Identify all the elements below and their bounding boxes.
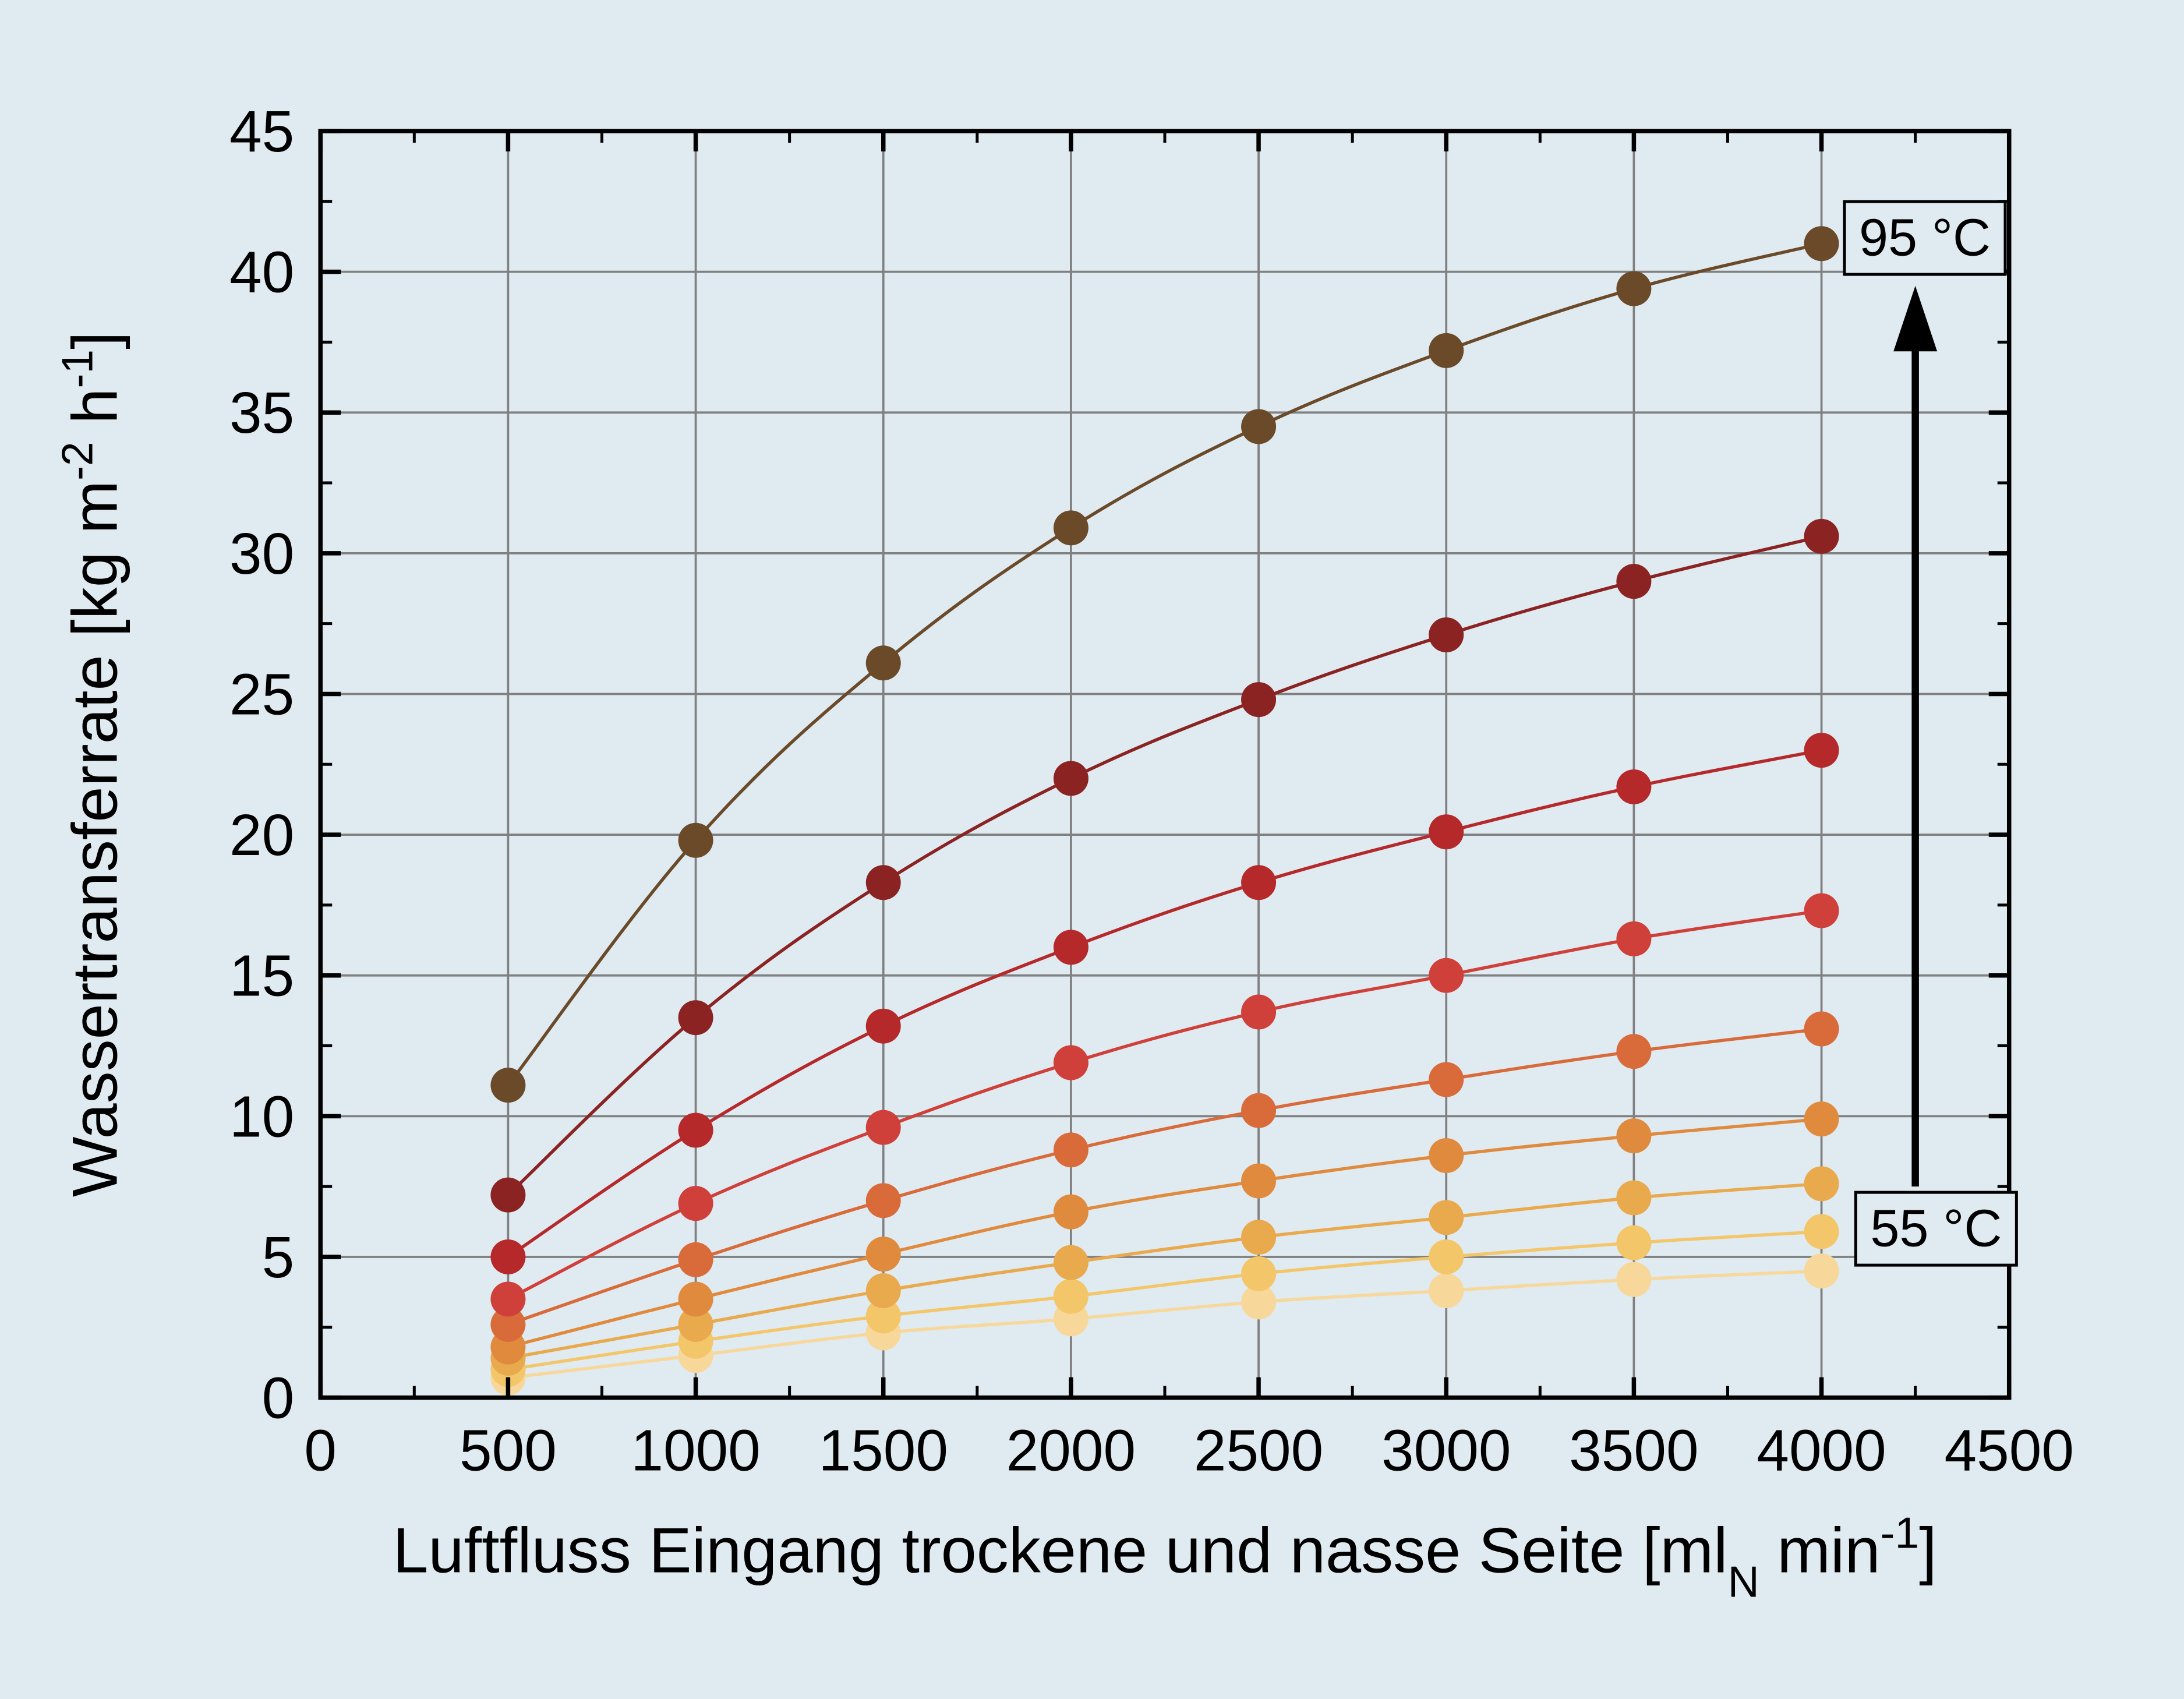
marker-85C [490,1239,525,1274]
marker-90C [678,1000,713,1035]
marker-90C [490,1178,525,1213]
xtick-label: 1000 [631,1418,760,1483]
marker-55C [1804,1253,1839,1288]
marker-65C [1616,1180,1651,1215]
marker-75C [1054,1132,1089,1167]
marker-75C [866,1183,901,1218]
xtick-label: 4000 [1757,1418,1886,1483]
ytick-label: 15 [229,944,294,1009]
ytick-label: 10 [229,1084,294,1149]
marker-90C [1616,564,1651,599]
marker-75C [1429,1062,1464,1097]
marker-85C [1616,769,1651,804]
marker-95C [1054,510,1089,545]
marker-75C [1804,1012,1839,1047]
marker-70C [1429,1138,1464,1173]
marker-90C [1429,617,1464,652]
marker-65C [866,1273,901,1308]
marker-80C [1054,1045,1089,1080]
marker-75C [1616,1034,1651,1069]
marker-90C [1804,519,1839,554]
marker-60C [1804,1214,1839,1249]
marker-95C [1241,409,1276,444]
marker-85C [678,1113,713,1148]
marker-85C [1804,733,1839,768]
chart: 0 500 1000 1500 2000 2500 3000 3500 4000 4500 0 5 10… [0,0,2184,1699]
xtick-label: 2000 [1006,1418,1136,1483]
marker-55C [1616,1262,1651,1297]
marker-75C [1241,1093,1276,1128]
ytick-label: 20 [229,803,294,868]
marker-70C [1054,1195,1089,1230]
xtick-label: 0 [304,1418,337,1483]
marker-60C [1241,1256,1276,1291]
xtick-label: 1500 [819,1418,948,1483]
ytick-label: 25 [229,662,294,727]
marker-65C [1429,1200,1464,1235]
xtick-label: 500 [460,1418,557,1483]
marker-80C [1429,958,1464,993]
xtick-label: 3000 [1381,1418,1511,1483]
marker-90C [1241,682,1276,717]
marker-75C [678,1242,713,1277]
ytick-label: 30 [229,521,294,587]
marker-55C [1429,1273,1464,1308]
marker-85C [1241,865,1276,900]
marker-95C [866,645,901,680]
temp-label-bottom: 55 °C [1870,1200,2002,1258]
xtick-label: 2500 [1194,1418,1323,1483]
marker-70C [678,1281,713,1316]
temp-label-top: 95 °C [1859,209,1991,267]
chart-wrapper: 0 500 1000 1500 2000 2500 3000 3500 4000 4500 0 5 10… [0,0,2184,1699]
marker-70C [866,1237,901,1271]
marker-80C [678,1186,713,1221]
ytick-label: 40 [229,240,294,305]
ytick-label: 35 [229,380,294,446]
marker-60C [1616,1225,1651,1260]
ytick-label: 5 [262,1225,295,1290]
xtick-label: 3500 [1569,1418,1698,1483]
marker-90C [866,865,901,900]
xtick-label: 4500 [1945,1418,2074,1483]
marker-80C [1804,893,1839,928]
marker-70C [1804,1101,1839,1136]
marker-85C [1429,814,1464,849]
marker-80C [490,1281,525,1316]
marker-85C [866,1009,901,1044]
marker-95C [490,1068,525,1103]
marker-60C [1054,1279,1089,1314]
marker-65C [1241,1220,1276,1255]
marker-95C [1616,271,1651,306]
marker-65C [1054,1245,1089,1280]
marker-70C [1616,1118,1651,1153]
marker-65C [1804,1166,1839,1201]
ytick-label: 45 [229,99,294,164]
marker-85C [1054,930,1089,965]
marker-80C [1241,995,1276,1030]
marker-80C [1616,921,1651,956]
marker-95C [678,823,713,858]
marker-60C [1429,1239,1464,1274]
marker-70C [1241,1163,1276,1198]
marker-95C [1429,333,1464,368]
ytick-label: 0 [262,1366,295,1431]
marker-80C [866,1110,901,1145]
marker-90C [1054,761,1089,796]
marker-95C [1804,226,1839,261]
